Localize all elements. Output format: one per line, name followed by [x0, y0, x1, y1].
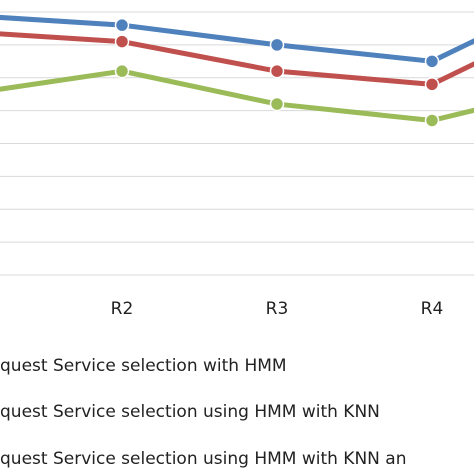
legend-label: quest Service selection with HMM [0, 356, 287, 376]
x-tick-label: R4 [421, 299, 444, 319]
legend-entry: quest Service selection using HMM with K… [0, 446, 407, 472]
series-lines [0, 14, 474, 123]
data-point [424, 77, 440, 92]
data-point [424, 54, 440, 69]
legend-entry: quest Service selection using HMM with K… [0, 399, 380, 425]
data-point [114, 17, 130, 33]
legend-label: quest Service selection using HMM with K… [0, 402, 380, 422]
data-point [269, 63, 285, 79]
series-line [0, 68, 474, 123]
legend-label: quest Service selection using HMM with K… [0, 449, 407, 469]
data-point [424, 113, 440, 128]
data-point [269, 37, 285, 53]
data-point [114, 63, 130, 79]
x-tick-label: R3 [266, 299, 289, 319]
x-axis-tick-labels: R2 R3 R4 [111, 299, 444, 319]
data-point [269, 96, 285, 112]
legend: quest Service selection with HMM quest S… [0, 353, 474, 474]
gridlines [0, 11, 474, 276]
data-points [114, 17, 440, 128]
legend-entry: quest Service selection with HMM [0, 353, 287, 379]
data-point [114, 34, 130, 49]
x-tick-label: R2 [111, 299, 134, 319]
